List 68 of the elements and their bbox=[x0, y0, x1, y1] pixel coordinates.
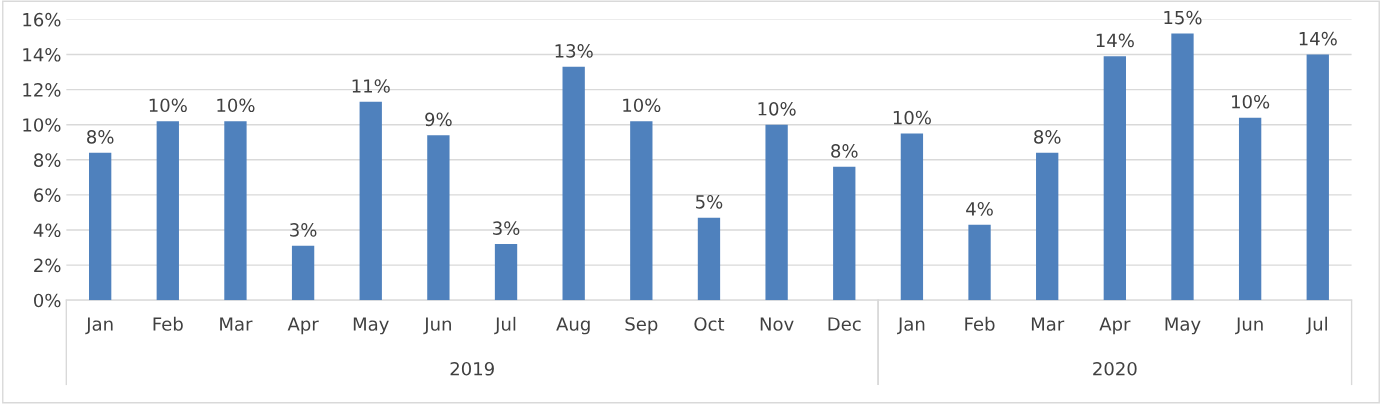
data-label: 8% bbox=[831, 144, 858, 158]
x-tick-label: May bbox=[353, 317, 389, 335]
bar bbox=[1238, 117, 1262, 301]
bar bbox=[291, 245, 315, 301]
bar bbox=[697, 217, 721, 301]
data-label: 13% bbox=[555, 44, 593, 58]
bar bbox=[1306, 54, 1329, 301]
y-tick-label: 12% bbox=[23, 83, 61, 97]
data-label: 8% bbox=[1034, 130, 1061, 144]
x-tick-label: Apr bbox=[287, 317, 319, 335]
bar bbox=[494, 244, 518, 301]
data-label: 11% bbox=[352, 79, 390, 93]
data-label: 8% bbox=[87, 130, 114, 144]
text: 2019 bbox=[450, 361, 494, 376]
y-tick-label: 6% bbox=[34, 188, 61, 202]
data-label: 10% bbox=[217, 98, 255, 113]
data-label: 10% bbox=[1232, 94, 1270, 109]
x-tick-label: Feb bbox=[153, 316, 183, 331]
data-label: 14% bbox=[1299, 31, 1337, 46]
bar bbox=[224, 121, 247, 301]
data-label: 3% bbox=[493, 221, 520, 235]
bar bbox=[359, 101, 382, 301]
data-label: 15% bbox=[1164, 10, 1202, 25]
bar bbox=[1036, 152, 1059, 301]
x-tick-label: Nov bbox=[760, 317, 794, 331]
bar bbox=[1103, 56, 1126, 301]
x-tick-label: Jun bbox=[423, 317, 451, 335]
data-label: 10% bbox=[893, 110, 931, 125]
bar bbox=[156, 121, 179, 301]
data-label: 4% bbox=[966, 202, 993, 216]
bar bbox=[562, 66, 585, 301]
bar bbox=[630, 121, 653, 301]
x-tick-label: Jul bbox=[494, 316, 516, 335]
bar bbox=[1171, 33, 1194, 301]
y-tick-label: 2% bbox=[34, 258, 61, 273]
data-label: 10% bbox=[623, 98, 661, 113]
data-label: 10% bbox=[758, 101, 796, 116]
y-tick-label: 4% bbox=[33, 223, 61, 238]
x-tick-label: Dec bbox=[828, 317, 861, 331]
y-tick-label: 10% bbox=[23, 118, 61, 132]
bar bbox=[900, 133, 924, 301]
data-label: 10% bbox=[149, 98, 187, 113]
y-tick-label: 16% bbox=[23, 12, 61, 27]
x-tick-label: May bbox=[1165, 317, 1201, 335]
bar bbox=[765, 124, 788, 301]
bar bbox=[427, 135, 450, 301]
x-tick-label: Jan bbox=[85, 317, 113, 335]
y-tick-label: 8% bbox=[34, 153, 61, 167]
x-tick-label: Jun bbox=[1235, 317, 1263, 335]
x-tick-label: Jan bbox=[897, 317, 925, 335]
x-tick-label: Oct bbox=[694, 317, 725, 331]
y-tick-label: 0% bbox=[34, 293, 61, 308]
bar bbox=[89, 152, 112, 301]
data-label: 14% bbox=[1096, 33, 1134, 48]
x-tick-label: Mar bbox=[220, 317, 253, 331]
data-label: 5% bbox=[696, 194, 723, 209]
data-label: 3% bbox=[290, 223, 317, 237]
bar bbox=[968, 224, 991, 301]
text: 2020 bbox=[1093, 361, 1137, 376]
x-tick-label: Jul bbox=[1305, 316, 1327, 335]
bar bbox=[833, 166, 856, 301]
x-tick-label: Feb bbox=[965, 316, 995, 331]
x-tick-label: Sep bbox=[625, 317, 658, 335]
x-tick-label: Mar bbox=[1031, 317, 1065, 331]
x-tick-label: Apr bbox=[1099, 317, 1131, 335]
y-tick-label: 14% bbox=[23, 47, 61, 62]
data-label: 9% bbox=[425, 112, 452, 127]
x-tick-label: Aug bbox=[556, 317, 590, 335]
